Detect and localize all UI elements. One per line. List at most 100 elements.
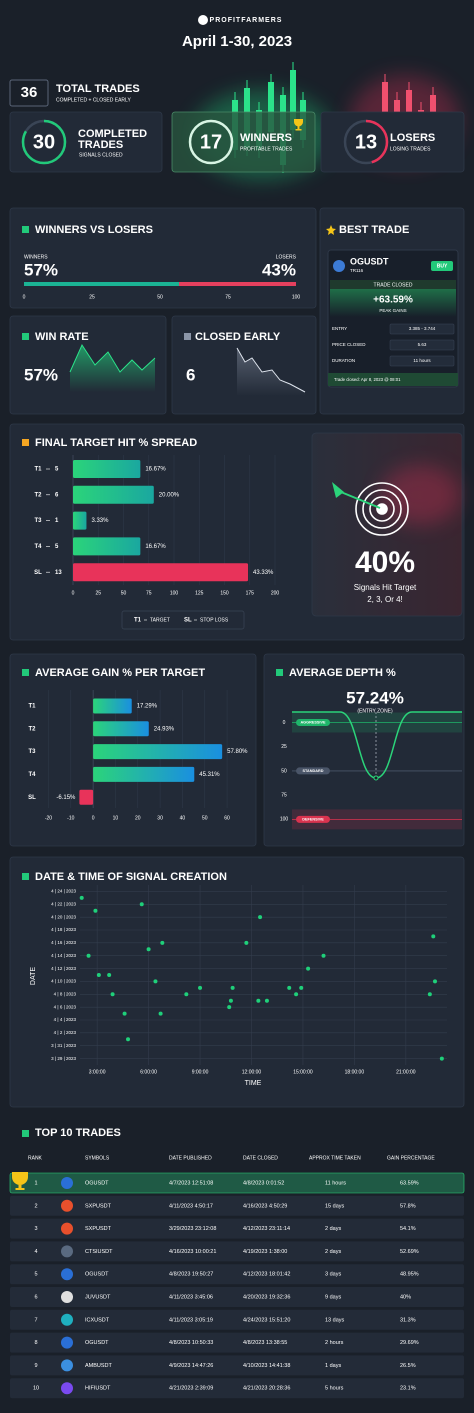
completed-value: 30 <box>33 131 55 153</box>
losers-value: 13 <box>355 131 377 153</box>
point <box>299 985 304 990</box>
x-tick-label: 40 <box>180 815 186 821</box>
column-header: DATE CLOSED <box>243 1155 278 1161</box>
total-note: COMPLETED + CLOSED EARLY <box>56 97 131 103</box>
row-value: 3.385 - 3.744 <box>409 326 436 331</box>
chart-title: DATE & TIME OF SIGNAL CREATION <box>35 871 227 883</box>
table-cell: 4 <box>34 1249 37 1255</box>
x-tick-label: 125 <box>195 590 204 596</box>
table-cell: 1 days <box>325 1363 341 1369</box>
table-cell: 5 hours <box>325 1386 344 1392</box>
table-cell: ICXUSDT <box>85 1317 110 1323</box>
winners-value: 17 <box>200 131 222 153</box>
x-tick-label: 3:00:00 <box>89 1069 106 1075</box>
category-label: T4 <box>34 544 42 550</box>
title-marker <box>276 669 283 676</box>
gain-label: PEAK GAINS <box>379 308 406 313</box>
symbol-icon <box>61 1336 73 1349</box>
table-row <box>10 1332 464 1353</box>
zone-label: STANDARD <box>302 769 323 773</box>
point <box>153 979 158 984</box>
symbol-code: TR116 <box>350 268 364 273</box>
symbol-icon <box>61 1268 73 1281</box>
table-cell: 8 <box>34 1340 37 1346</box>
point <box>258 915 263 920</box>
point <box>122 1011 127 1016</box>
table-cell: 4/11/2023 3:45:06 <box>169 1294 213 1300</box>
table-cell: 1 <box>34 1180 37 1186</box>
sparkline <box>69 343 156 373</box>
point <box>107 973 112 977</box>
y-tick-label: 0 <box>283 720 286 726</box>
y-tick-label: 50 <box>281 768 287 774</box>
value-label: 16.67% <box>145 544 166 550</box>
losers-note: LOSING TRADES <box>390 146 431 152</box>
x-tick-label: 175 <box>246 590 255 596</box>
symbol-icon <box>333 260 345 272</box>
table-cell: 4/16/2023 4:50:29 <box>243 1203 287 1209</box>
table-cell: JUVUSDT <box>85 1294 111 1300</box>
row-value: 11 hours <box>413 358 431 363</box>
table-cell: 23.1% <box>400 1386 416 1392</box>
category-label: SL <box>28 795 36 801</box>
table-cell: 4/9/2023 14:47:26 <box>169 1363 213 1369</box>
sparkline <box>236 347 306 393</box>
y-tick-label: 3 | 29 | 2023 <box>51 1056 76 1061</box>
table-row <box>10 1378 464 1399</box>
x-tick-label: 21:00:00 <box>396 1069 416 1075</box>
completed-label: COMPLETED TRADES <box>78 129 148 151</box>
table-title: TOP 10 TRADES <box>35 1127 121 1139</box>
point <box>79 895 84 900</box>
y-tick-label: 4 | 20 | 2023 <box>51 914 76 919</box>
table-cell: 4/11/2023 3:05:19 <box>169 1317 213 1323</box>
x-tick-label: 0 <box>72 590 75 596</box>
side-pill <box>431 261 453 271</box>
category-label: T2 <box>28 726 36 732</box>
y-tick-label: 3 | 31 | 2023 <box>51 1043 76 1048</box>
point <box>264 998 269 1003</box>
total-box <box>9 79 49 107</box>
table-cell: AMBUSDT <box>85 1363 113 1369</box>
x-tick-label: 6:00:00 <box>140 1069 157 1075</box>
symbol-icon <box>61 1359 73 1372</box>
x-tick-label: 0 <box>23 294 26 300</box>
y-tick-label: 4 | 8 | 2023 <box>54 991 77 996</box>
count-label: 13 <box>55 570 62 576</box>
title-marker <box>22 1130 29 1137</box>
table-cell: 15 days <box>325 1203 345 1209</box>
legend-box <box>121 610 245 630</box>
ring <box>21 119 67 165</box>
point <box>227 1005 232 1010</box>
point <box>244 940 249 945</box>
table-cell: 57.8% <box>400 1203 416 1209</box>
value-label: 43% <box>262 260 296 279</box>
y-axis-label: DATE <box>30 967 37 985</box>
bar <box>93 766 195 782</box>
table-cell: 63.59% <box>400 1180 419 1186</box>
bar-segment <box>179 282 296 286</box>
table-row <box>10 1218 464 1239</box>
y-tick-label: 4 | 24 | 2023 <box>51 889 76 894</box>
y-tick-label: 4 | 12 | 2023 <box>51 966 76 971</box>
table-cell: OGUSDT <box>85 1180 109 1186</box>
column-header: DATE PUBLISHED <box>169 1155 212 1161</box>
x-tick-label: 18:00:00 <box>345 1069 365 1075</box>
logo-icon <box>198 15 208 25</box>
table-cell: 54.1% <box>400 1226 416 1232</box>
arrow <box>335 489 381 509</box>
table-cell: 4/12/2023 23:11:14 <box>243 1226 290 1232</box>
table-cell: OGUSDT <box>85 1272 109 1278</box>
point <box>126 1037 131 1042</box>
zone-pill <box>296 767 330 775</box>
table-cell: 4/8/2023 13:38:55 <box>243 1340 287 1346</box>
point <box>230 985 235 990</box>
bar <box>73 485 154 504</box>
table-row <box>10 1309 464 1330</box>
brand: PROFITFARMERS <box>210 17 283 24</box>
table-cell: 7 <box>34 1317 37 1323</box>
symbol-icon <box>61 1222 73 1235</box>
y-tick-label: 25 <box>281 744 287 750</box>
y-tick-label: 4 | 10 | 2023 <box>51 979 76 984</box>
table-cell: 4/8/2023 0:01:52 <box>243 1180 284 1186</box>
